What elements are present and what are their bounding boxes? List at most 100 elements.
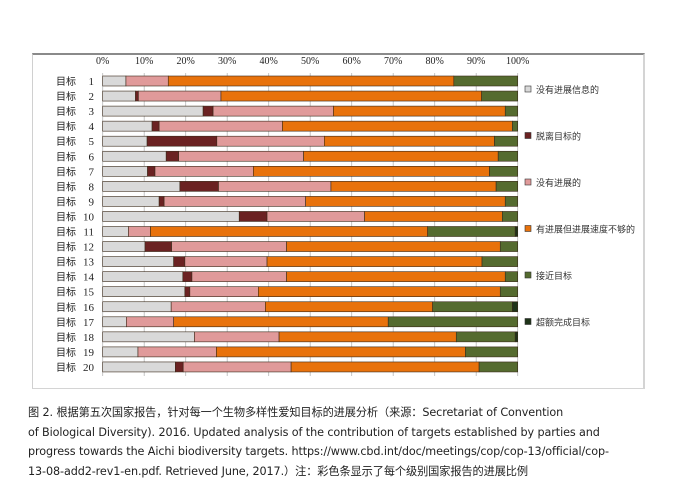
bar-segment [102,120,153,132]
bar-segment [212,105,334,117]
legend-label: 有进展但进展速度不够的 [536,224,635,236]
bar-segment [137,346,217,358]
legend-swatch [524,271,532,279]
bar-segment [220,90,482,102]
bar-segment [330,181,497,192]
bar-segment [194,331,280,343]
category-number: 12 [83,242,94,254]
bar-segment [184,286,191,298]
caption-line-2: of Biological Diversity). 2016. Updated … [28,425,600,439]
category-label: 目标 [56,332,76,344]
bar-segment [125,75,169,87]
bar-segment [102,361,176,373]
bar-segment [135,90,139,102]
bar-segment [290,361,480,373]
bar-segment [102,241,146,252]
x-tick-label: 10% [135,56,153,67]
legend-swatch [524,318,532,325]
x-tick-label: 30% [218,56,236,67]
bar-segment [144,241,172,252]
legend-swatch [524,132,532,139]
category-label: 目标 [56,121,76,133]
category-number: 10 [83,211,95,223]
bar-segment [499,241,518,252]
x-tick-label: 20% [177,56,195,67]
bar-segment [216,346,466,358]
category-number: 4 [89,121,95,133]
bar-segment [333,105,506,117]
bar-segment [514,226,519,237]
bar-segment [151,120,160,132]
bar-segment [102,346,139,358]
bar-segment [182,361,292,373]
legend-swatch [524,225,532,232]
category-label: 目标 [56,211,76,223]
legend-label: 接近目标 [536,270,572,282]
bar-segment [455,331,516,343]
category-label: 目标 [56,76,76,88]
legend-label: 没有进展信息的 [536,84,599,96]
bar-segment [102,181,181,192]
category-label: 目标 [56,287,76,299]
bar-segment [102,331,195,343]
bar-segment [216,135,325,147]
category-number: 14 [83,272,95,284]
bar-segment [481,90,519,102]
bar-segment [102,196,160,207]
bar-segment [138,90,222,102]
bar-segment [175,361,184,373]
category-number: 13 [83,257,95,269]
category-number: 8 [89,181,95,193]
caption-line-4: 13-08-add2-rev1-en.pdf. Retrieved June, … [28,464,528,478]
bar-segment [266,211,365,222]
stacked-bar-chart: 0% 10% 20% 30% 40% 50% 60% 70% 80% 90% 100% 目标 1 目标 2… [56,56,635,376]
bar-segment [504,196,518,207]
category-number: 18 [83,332,95,344]
category-label: 目标 [56,242,76,254]
category-labels: 目标 1 目标 2 目标 3 目标 4 目标 5 目标 6 目标 7 目标 8 目标 9 目标 10 目标 11 目标 12 目… [56,76,95,374]
bar-segment [238,211,268,222]
bar-segment [102,286,186,298]
bar-segment [494,135,518,147]
category-number: 3 [89,106,95,118]
legend-swatch [524,85,532,93]
bar-segment [202,105,214,117]
bar-segment [432,301,513,313]
bar-segment [286,271,506,282]
caption-line-1: 图 2. 根据第五次国家报告，针对每一个生物多样性爱知目标的进展分析（来源：Se… [28,406,564,419]
category-label: 目标 [56,106,76,118]
bar-segment [102,301,172,313]
category-label: 目标 [56,166,76,178]
x-tick-label: 0% [96,56,109,67]
bar-segment [453,75,519,87]
bar-segment [102,105,204,117]
bar-segment [324,135,495,147]
bar-segment [167,75,455,87]
bar-segment [305,196,506,207]
bar-segment [102,256,174,267]
bar-segment [102,135,148,147]
bar-segment [189,286,259,298]
x-tick-label: 50% [301,56,319,67]
bar-segment [478,361,519,373]
bar-segment [158,196,165,207]
bar-segment [158,120,283,132]
x-tick-label: 100% [506,56,529,67]
bar-segment [278,331,457,343]
bar-segment [173,256,186,267]
bar-segment [102,166,148,177]
caption-line-3: progress towards the Aichi biodiversity … [28,445,609,458]
bar-segment [179,181,219,192]
category-label: 目标 [56,302,76,314]
bar-segment [147,166,156,177]
category-number: 20 [83,362,95,374]
bar-segment [364,211,503,222]
category-number: 7 [89,166,95,178]
bar-segment [265,301,433,313]
category-label: 目标 [56,136,76,148]
bar-segment [387,316,518,328]
bar-segment [427,226,516,237]
legend-label: 没有进展的 [536,177,581,189]
bar-segment [218,181,332,192]
